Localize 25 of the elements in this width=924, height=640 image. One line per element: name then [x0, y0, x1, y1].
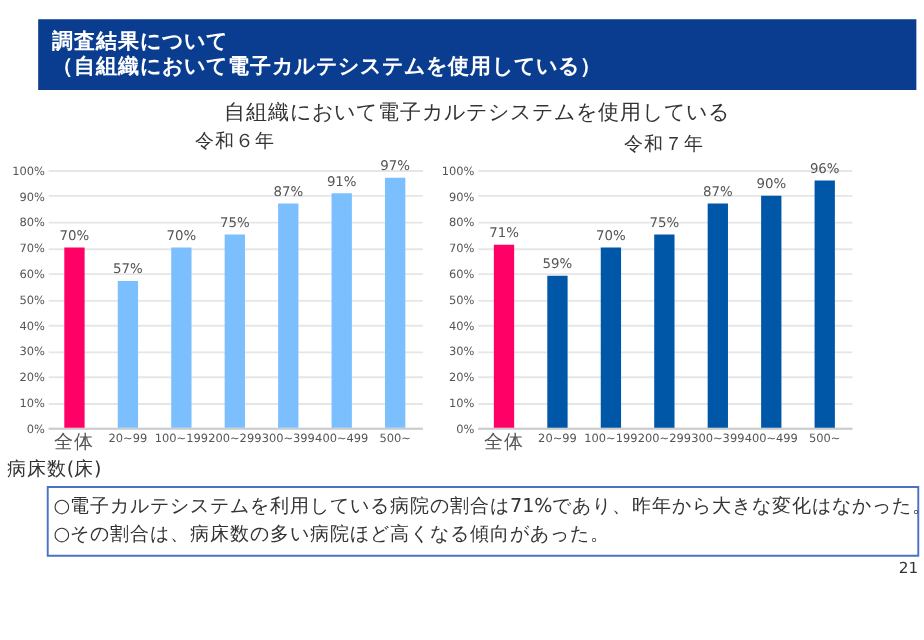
bar: [385, 177, 406, 428]
text: ○電子カルテシステムを利用している病院の割合は71%であり、昨年から大きな変化はなかった。: [53, 493, 924, 518]
bar: [814, 180, 835, 428]
x-axis-title: 病床数(床): [6, 456, 102, 481]
bar: [547, 275, 568, 428]
chart-title: 令和７年: [624, 131, 705, 156]
bar: [493, 244, 515, 428]
bar: [278, 203, 299, 428]
bar: [707, 203, 728, 428]
x-tick-label: 全体: [484, 429, 524, 454]
bar: [117, 280, 139, 428]
text: 自組織において電子カルテシステムを使用している: [224, 98, 731, 125]
bar: [171, 247, 192, 428]
text: 調査結果について: [51, 27, 228, 54]
text: （自組織において電子カルテシステムを使用している）: [51, 52, 602, 79]
text: ○その割合は、病床数の多い病院ほど高くなる傾向があった。: [53, 522, 611, 547]
bar: [600, 247, 622, 428]
bar: [761, 195, 782, 428]
chart-title: 令和６年: [194, 129, 275, 154]
bar: [331, 193, 352, 428]
bar: [224, 234, 245, 428]
x-tick-label: 全体: [54, 429, 95, 454]
bar: [64, 247, 85, 428]
text: 21: [898, 558, 919, 577]
bar: [654, 234, 675, 428]
